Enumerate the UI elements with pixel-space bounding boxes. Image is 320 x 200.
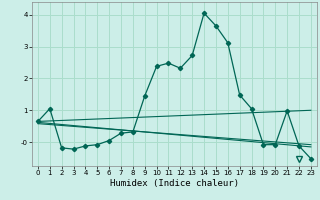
X-axis label: Humidex (Indice chaleur): Humidex (Indice chaleur) xyxy=(110,179,239,188)
